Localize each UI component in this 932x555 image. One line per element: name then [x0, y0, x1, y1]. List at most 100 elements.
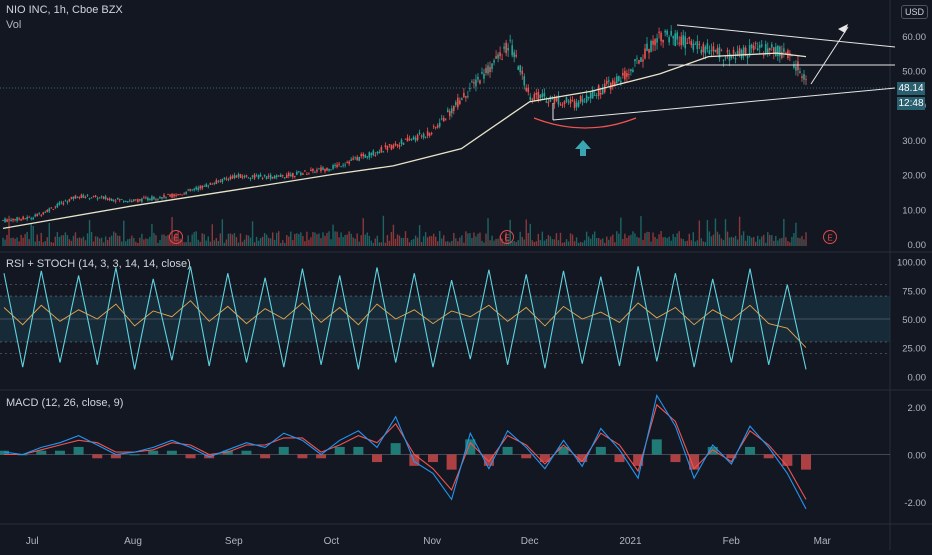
macd-histogram-bar — [92, 454, 103, 459]
volume-bar — [519, 231, 521, 246]
volume-bar — [368, 235, 370, 246]
candle-body — [758, 45, 761, 48]
volume-bar — [593, 231, 596, 246]
candle-body — [616, 76, 618, 84]
volume-bar — [197, 239, 199, 246]
volume-bar — [449, 242, 451, 246]
candle-body — [340, 166, 342, 168]
candle-body — [746, 56, 749, 59]
candle-body — [86, 194, 89, 196]
candle-body — [243, 175, 246, 178]
volume-bar — [78, 237, 81, 246]
candle-body — [485, 68, 487, 74]
candle-body — [265, 176, 268, 180]
volume-bar — [565, 239, 568, 246]
volume-bar — [752, 237, 755, 246]
volume-bar — [704, 241, 707, 246]
candle-body — [710, 50, 713, 51]
volume-bar — [404, 231, 407, 246]
volume-bar — [245, 234, 248, 246]
time-axis-tick: Oct — [324, 536, 340, 547]
candle-body — [760, 44, 763, 47]
volume-bar — [300, 232, 302, 246]
volume-bar — [20, 234, 22, 246]
volume-bar — [191, 234, 193, 246]
candle-body — [229, 176, 232, 180]
currency-button[interactable]: USD — [901, 5, 929, 19]
candle-body — [440, 118, 443, 120]
volume-bar — [394, 238, 397, 246]
volume-bar — [32, 225, 34, 246]
volume-bar — [117, 235, 119, 246]
last-price-tag: 48.14 — [897, 82, 925, 95]
volume-bar — [746, 235, 749, 246]
candle-body — [66, 201, 69, 203]
volume-bar — [662, 237, 664, 246]
candle-body — [565, 97, 568, 102]
macd-histogram-bar — [297, 454, 308, 459]
candle-body — [402, 142, 405, 145]
volume-bar — [181, 239, 183, 246]
volume-bar — [736, 239, 739, 246]
rsi-stoch-title[interactable]: RSI + STOCH (14, 3, 3, 14, 14, close) — [6, 258, 191, 270]
candle-body — [10, 219, 12, 222]
volume-bar — [378, 242, 381, 246]
symbol-title[interactable]: NIO INC, 1h, Cboe BZX — [6, 4, 123, 16]
volume-bar — [698, 220, 701, 246]
volume-bar — [98, 238, 101, 246]
volume-bar — [726, 231, 729, 246]
candle-body — [205, 184, 208, 188]
volume-bar — [511, 241, 513, 246]
candle-body — [694, 43, 697, 45]
volume-bar — [26, 231, 28, 246]
volume-bar — [225, 239, 228, 246]
candle-body — [112, 199, 115, 201]
time-axis-tick: Mar — [814, 536, 832, 547]
volume-bar — [296, 233, 298, 246]
candle-body — [88, 198, 91, 199]
candle-body — [768, 48, 771, 51]
volume-bar — [141, 233, 143, 246]
macd-title[interactable]: MACD (12, 26, close, 9) — [6, 397, 124, 409]
candle-body — [805, 79, 807, 81]
candle-body — [84, 197, 87, 198]
volume-bar — [286, 234, 288, 246]
volume-bar — [756, 235, 759, 246]
volume-bar — [541, 231, 544, 246]
macd-histogram-bar — [521, 454, 532, 459]
volume-bar — [241, 241, 244, 246]
volume-bar — [559, 232, 562, 246]
candle-body — [583, 101, 586, 103]
volume-bar — [428, 236, 431, 246]
volume-bar — [96, 236, 99, 246]
volume-bar — [22, 237, 24, 246]
volume-bar — [342, 237, 344, 246]
candle-body — [648, 48, 650, 53]
candle-body — [128, 200, 131, 202]
time-axis-tick: Dec — [521, 536, 539, 547]
candle-body — [493, 60, 495, 63]
volume-bar — [773, 240, 775, 246]
candle-body — [740, 49, 743, 59]
candle-body — [660, 32, 662, 42]
volume-bar — [72, 235, 75, 246]
candle-body — [384, 145, 387, 147]
candle-body — [436, 125, 439, 128]
candle-body — [48, 208, 51, 212]
candle-body — [489, 67, 491, 73]
candle-body — [34, 214, 37, 217]
candle-body — [799, 71, 801, 73]
candle-body — [408, 138, 411, 140]
candle-body — [487, 65, 489, 74]
volume-bar — [112, 231, 115, 246]
candle-body — [742, 47, 745, 56]
volume-bar — [84, 240, 87, 246]
volume-bar — [469, 233, 471, 246]
candle-body — [46, 209, 49, 213]
candle-body — [374, 155, 377, 156]
volume-bar — [734, 235, 737, 246]
candle-body — [414, 137, 417, 141]
volume-bar — [257, 240, 260, 246]
candle-body — [682, 35, 685, 45]
